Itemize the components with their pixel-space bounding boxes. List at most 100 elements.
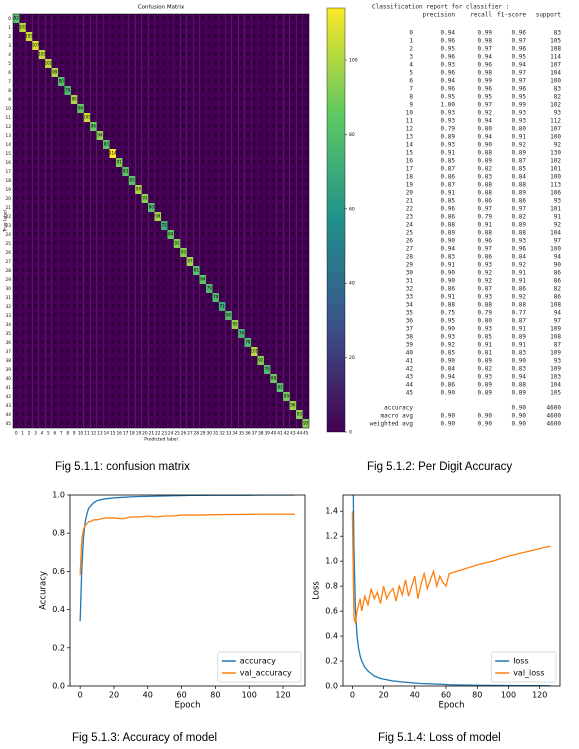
x-tick-label: 45 bbox=[303, 431, 309, 437]
heatmap-cell bbox=[206, 86, 213, 96]
cell-label: 0 bbox=[208, 331, 211, 336]
heatmap-cell bbox=[154, 140, 162, 150]
cell-label: 0 bbox=[137, 250, 140, 255]
cell-label: 0 bbox=[79, 250, 82, 255]
cell-label: 0 bbox=[73, 25, 76, 30]
cell-label: 0 bbox=[86, 322, 89, 327]
cell-label: 0 bbox=[66, 142, 69, 147]
x-tick-label: 20 bbox=[142, 431, 148, 437]
heatmap-cell bbox=[154, 203, 162, 213]
heatmap-cell bbox=[244, 41, 252, 51]
heatmap-cell bbox=[257, 140, 265, 150]
cell-label: 0 bbox=[208, 43, 211, 48]
heatmap-cell bbox=[96, 212, 104, 222]
cell-label: 0 bbox=[272, 304, 275, 309]
cell-label: 0 bbox=[266, 142, 269, 147]
heatmap-cell bbox=[283, 77, 290, 87]
heatmap-cell bbox=[283, 41, 290, 51]
cell-label: 0 bbox=[79, 286, 82, 291]
cell-label: 0 bbox=[272, 358, 275, 363]
x-tick-label: 34 bbox=[232, 431, 238, 437]
cell-label: 0 bbox=[285, 313, 288, 318]
cell-label: 0 bbox=[157, 259, 160, 264]
heatmap-cell bbox=[283, 221, 290, 231]
heatmap-cell bbox=[161, 32, 168, 42]
heatmap-cell bbox=[167, 167, 174, 177]
cell-label: 0 bbox=[266, 241, 269, 246]
cell-label: 0 bbox=[66, 61, 69, 66]
cell-label: 0 bbox=[34, 106, 37, 111]
y-tick-label: 14 bbox=[6, 142, 12, 148]
report-row-label: 19 bbox=[406, 182, 414, 189]
report-row-label: 35 bbox=[406, 310, 414, 317]
cell-label: 0 bbox=[150, 151, 153, 156]
y-tick-label: 42 bbox=[6, 394, 12, 400]
cell-label: 0 bbox=[137, 286, 140, 291]
heatmap-cell bbox=[296, 95, 303, 105]
heatmap-cell bbox=[32, 23, 39, 33]
cell-label: 0 bbox=[169, 61, 172, 66]
heatmap-cell bbox=[32, 194, 39, 204]
cell-label: 0 bbox=[182, 34, 185, 39]
heatmap-cell bbox=[64, 167, 71, 177]
heatmap-cell bbox=[141, 23, 149, 33]
cell-label: 0 bbox=[54, 115, 57, 120]
x-tick-label: 14 bbox=[104, 431, 110, 437]
heatmap-cell bbox=[231, 194, 239, 204]
report-cell: 0.89 bbox=[512, 334, 527, 341]
cell-label: 0 bbox=[47, 88, 50, 93]
heatmap-cell bbox=[38, 59, 46, 69]
cell-label: 0 bbox=[86, 286, 89, 291]
heatmap-cell bbox=[148, 95, 155, 105]
cell-label: 0 bbox=[47, 151, 50, 156]
cell-label: 0 bbox=[195, 259, 198, 264]
report-cell: 0.75 bbox=[441, 310, 456, 317]
cell-label: 0 bbox=[66, 79, 69, 84]
cell-label: 0 bbox=[66, 151, 69, 156]
heatmap-cell bbox=[58, 68, 65, 78]
heatmap-cell bbox=[45, 167, 52, 177]
heatmap-cell bbox=[206, 131, 213, 141]
cell-label: 0 bbox=[266, 160, 269, 165]
cell-label: 0 bbox=[253, 34, 256, 39]
cell-label: 0 bbox=[111, 223, 114, 228]
heatmap-cell bbox=[199, 122, 207, 132]
cell-label: 0 bbox=[214, 340, 217, 345]
heatmap-cell bbox=[251, 113, 258, 123]
cell-label: 0 bbox=[118, 16, 121, 21]
heatmap-cell bbox=[257, 167, 265, 177]
cell-label: 0 bbox=[298, 25, 301, 30]
cell-label: 0 bbox=[21, 241, 24, 246]
cell-label: 0 bbox=[111, 214, 114, 219]
cell-label: 0 bbox=[144, 214, 147, 219]
cell-label: 0 bbox=[124, 349, 127, 354]
cell-label: 0 bbox=[92, 97, 95, 102]
heatmap-cell bbox=[212, 41, 219, 51]
heatmap-cell bbox=[161, 203, 168, 213]
cell-label: 0 bbox=[214, 286, 217, 291]
cell-label: 0 bbox=[298, 124, 301, 129]
heatmap-cell bbox=[96, 41, 104, 51]
cell-label: 0 bbox=[118, 88, 121, 93]
cell-label: 0 bbox=[266, 106, 269, 111]
cell-label: 0 bbox=[202, 160, 205, 165]
heatmap-cell bbox=[83, 167, 91, 177]
cell-label: 0 bbox=[202, 61, 205, 66]
cell-label: 0 bbox=[137, 268, 140, 273]
heatmap-cell bbox=[83, 230, 91, 240]
cell-label: 0 bbox=[54, 358, 57, 363]
heatmap-cell bbox=[115, 239, 123, 249]
cell-label: 0 bbox=[47, 43, 50, 48]
cell-label: 0 bbox=[157, 205, 160, 210]
cell-label: 0 bbox=[105, 70, 108, 75]
cell-label: 0 bbox=[60, 295, 63, 300]
cell-label: 0 bbox=[157, 187, 160, 192]
heatmap-cell bbox=[244, 95, 252, 105]
cell-label: 0 bbox=[169, 97, 172, 102]
cell-label: 0 bbox=[266, 259, 269, 264]
cell-label: 0 bbox=[41, 340, 44, 345]
cell-label: 0 bbox=[259, 178, 262, 183]
heatmap-cell bbox=[238, 221, 245, 231]
cell-label: 0 bbox=[92, 79, 95, 84]
cell-label: 0 bbox=[150, 376, 153, 381]
